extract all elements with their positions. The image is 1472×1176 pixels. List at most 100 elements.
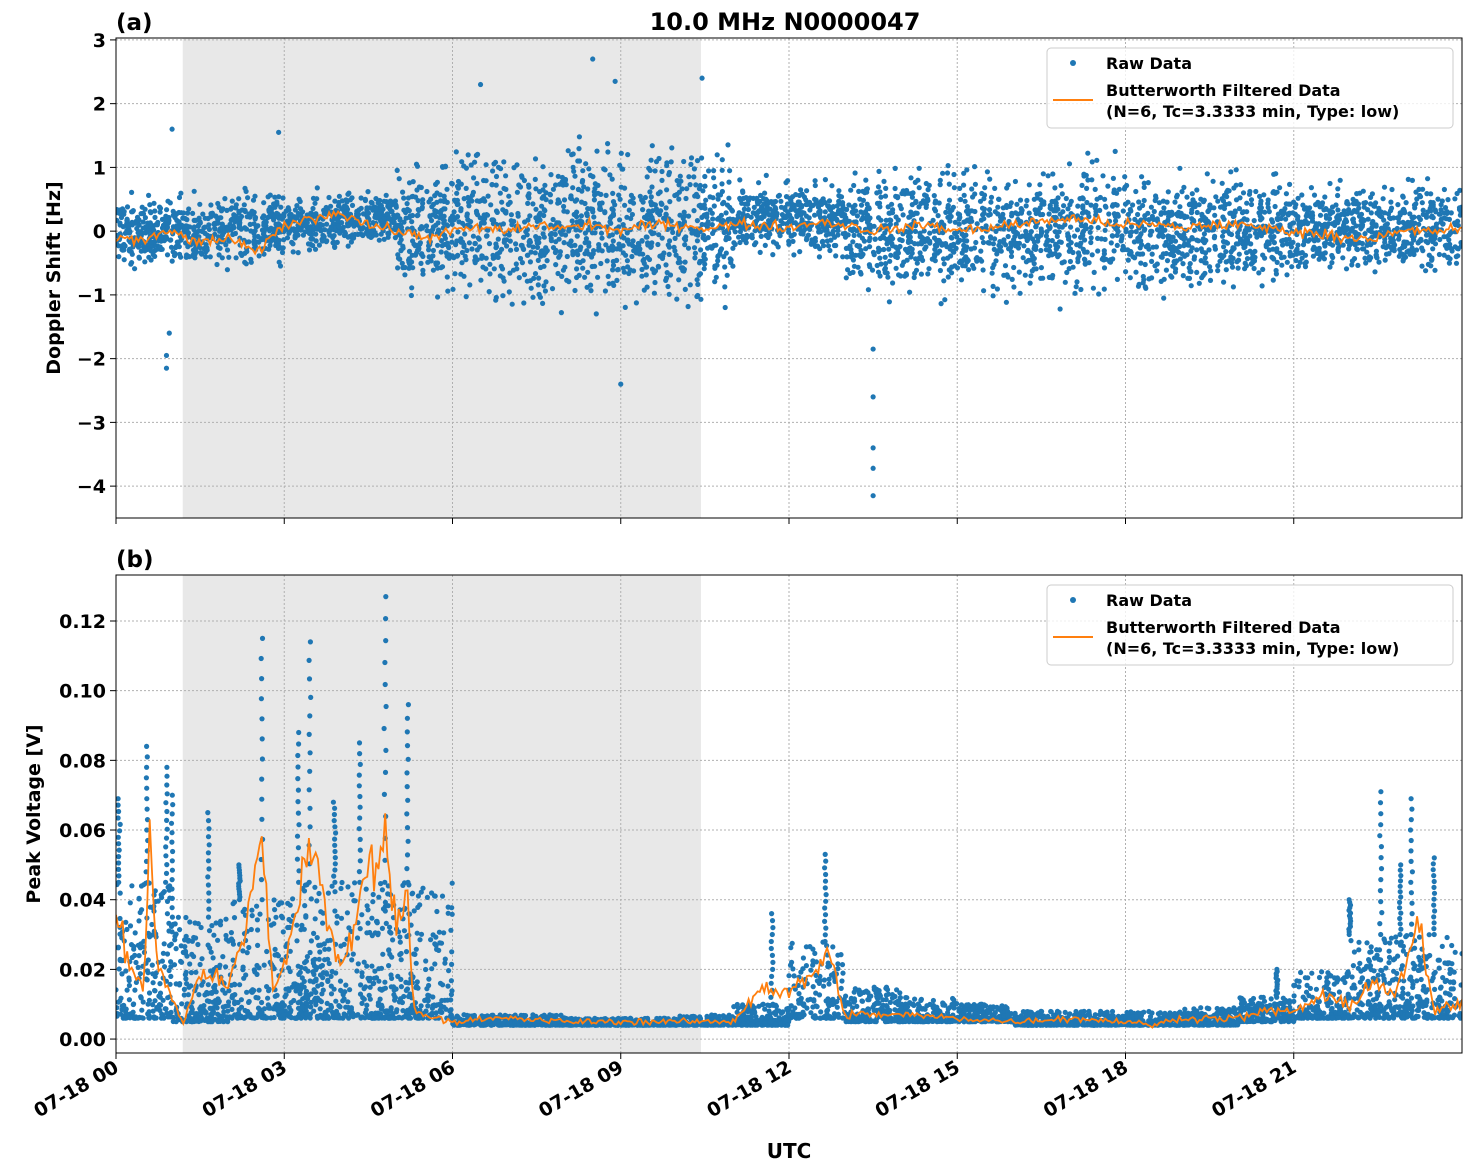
- raw-data-point: [1135, 212, 1140, 217]
- raw-data-point: [487, 241, 492, 246]
- raw-data-point: [1191, 199, 1196, 204]
- raw-data-point: [1123, 202, 1128, 207]
- raw-data-point: [775, 211, 780, 216]
- raw-data-point: [284, 208, 289, 213]
- raw-data-point: [963, 199, 968, 204]
- raw-data-point: [1376, 206, 1381, 211]
- raw-data-point: [537, 292, 542, 297]
- raw-data-point: [482, 199, 487, 204]
- raw-data-point: [1424, 191, 1429, 196]
- raw-data-point: [833, 243, 838, 248]
- raw-data-point: [266, 214, 271, 219]
- raw-data-point: [142, 259, 147, 264]
- legend-filtered-label: Butterworth Filtered Data: [1106, 81, 1341, 100]
- raw-data-point: [434, 200, 439, 205]
- raw-data-point: [1443, 205, 1448, 210]
- raw-data-point: [614, 278, 619, 283]
- raw-data-point: [450, 181, 455, 186]
- raw-data-point: [1140, 251, 1145, 256]
- raw-data-point: [139, 211, 144, 216]
- raw-data-point: [474, 153, 479, 158]
- raw-data-point: [1355, 209, 1360, 214]
- raw-data-point: [487, 271, 492, 276]
- raw-data-point: [1083, 261, 1088, 266]
- raw-data-point: [767, 230, 772, 235]
- raw-data-point: [1013, 179, 1018, 184]
- raw-data-point: [628, 267, 633, 272]
- raw-data-point: [1350, 217, 1355, 222]
- raw-data-point: [1187, 276, 1192, 281]
- raw-data-point: [985, 169, 990, 174]
- raw-data-point: [1350, 258, 1355, 263]
- raw-data-point: [572, 174, 577, 179]
- raw-data-point: [467, 240, 472, 245]
- raw-data-point: [1094, 158, 1099, 163]
- raw-data-point: [693, 251, 698, 256]
- raw-data-point: [563, 232, 568, 237]
- raw-data-point: [208, 254, 213, 259]
- raw-data-point: [129, 249, 134, 254]
- raw-data-point: [536, 276, 541, 281]
- raw-data-point: [1273, 204, 1278, 209]
- raw-data-point: [1455, 191, 1460, 196]
- raw-data-point: [737, 177, 742, 182]
- raw-data-point: [916, 204, 921, 209]
- raw-data-point: [1105, 184, 1110, 189]
- raw-data-point: [431, 248, 436, 253]
- raw-data-point: [668, 272, 673, 277]
- raw-data-point: [678, 260, 683, 265]
- raw-data-point: [572, 212, 577, 217]
- raw-data-point: [1229, 232, 1234, 237]
- raw-data-point: [465, 195, 470, 200]
- raw-data-point: [494, 183, 499, 188]
- raw-data-point: [912, 275, 917, 280]
- raw-data-point: [631, 201, 636, 206]
- raw-data-point: [965, 204, 970, 209]
- raw-data-point: [796, 202, 801, 207]
- raw-data-point: [1284, 272, 1289, 277]
- raw-data-point: [1075, 227, 1080, 232]
- raw-data-point: [1159, 225, 1164, 230]
- raw-data-point: [1351, 963, 1356, 968]
- raw-data-point: [810, 203, 815, 208]
- raw-data-point: [1161, 205, 1166, 210]
- raw-data-point: [345, 192, 350, 197]
- raw-data-point: [520, 260, 525, 265]
- raw-data-point: [525, 217, 530, 222]
- raw-data-point: [910, 251, 915, 256]
- raw-data-point: [927, 183, 932, 188]
- raw-data-point: [517, 275, 522, 280]
- raw-data-point: [669, 159, 674, 164]
- raw-data-point: [745, 202, 750, 207]
- raw-data-point: [395, 252, 400, 257]
- raw-data-point: [1173, 246, 1178, 251]
- raw-data-point: [605, 149, 610, 154]
- raw-data-point: [541, 231, 546, 236]
- raw-data-point: [922, 192, 927, 197]
- raw-data-point: [506, 202, 511, 207]
- raw-data-point: [442, 233, 447, 238]
- raw-data-point: [722, 264, 727, 269]
- raw-data-point: [866, 287, 871, 292]
- raw-data-point: [963, 233, 968, 238]
- raw-data-point: [1402, 222, 1407, 227]
- raw-data-point: [1202, 198, 1207, 203]
- raw-data-point: [1038, 197, 1043, 202]
- raw-data-point: [1286, 212, 1291, 217]
- raw-data-point: [1067, 161, 1072, 166]
- raw-data-point: [1449, 246, 1454, 251]
- raw-data-point: [684, 186, 689, 191]
- raw-data-point: [1327, 208, 1332, 213]
- raw-data-point: [521, 300, 526, 305]
- raw-data-point: [193, 247, 198, 252]
- raw-data-point: [1220, 234, 1225, 239]
- raw-data-point: [1299, 220, 1304, 225]
- raw-data-point: [871, 394, 876, 399]
- raw-data-point: [966, 267, 971, 272]
- raw-data-point: [1130, 202, 1135, 207]
- raw-data-point: [1003, 263, 1008, 268]
- raw-data-point: [945, 170, 950, 175]
- raw-data-point: [1030, 236, 1035, 241]
- raw-data-point: [1060, 191, 1065, 196]
- raw-data-point: [1184, 195, 1189, 200]
